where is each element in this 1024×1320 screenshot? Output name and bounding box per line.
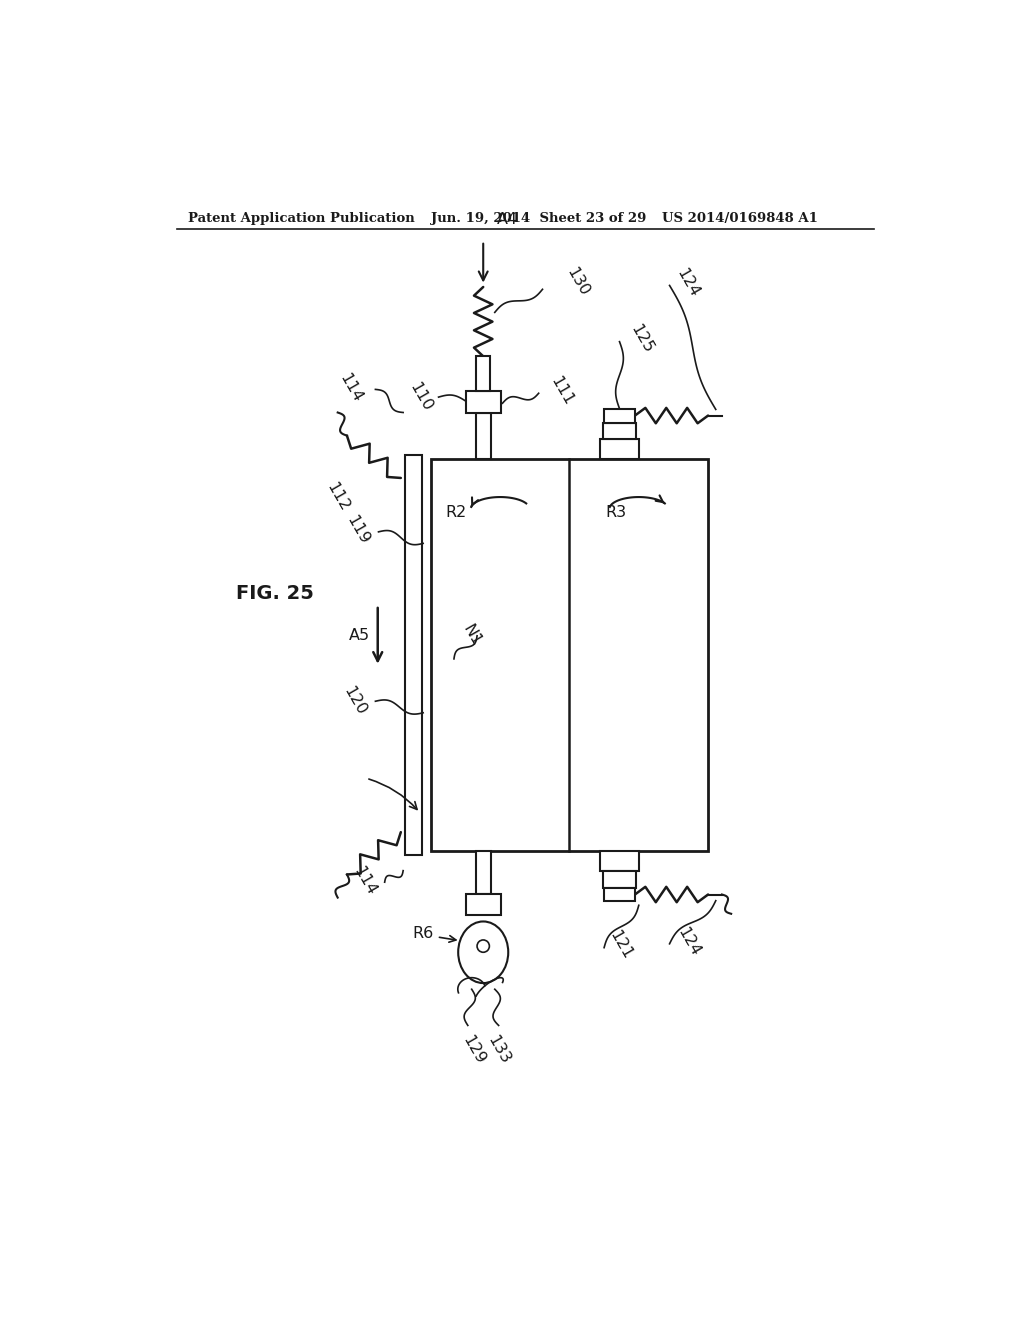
Text: N1: N1 xyxy=(460,622,483,649)
Bar xyxy=(404,455,422,855)
Text: Jun. 19, 2014  Sheet 23 of 29: Jun. 19, 2014 Sheet 23 of 29 xyxy=(431,213,646,224)
Text: 125: 125 xyxy=(628,322,655,356)
Text: 114: 114 xyxy=(350,863,379,898)
Text: 110: 110 xyxy=(407,380,435,414)
Text: R6: R6 xyxy=(413,925,433,941)
Text: 121: 121 xyxy=(606,928,635,962)
Bar xyxy=(476,356,490,391)
Bar xyxy=(475,412,490,459)
Bar xyxy=(600,851,639,871)
Text: US 2014/0169848 A1: US 2014/0169848 A1 xyxy=(662,213,818,224)
Text: 124: 124 xyxy=(674,267,701,300)
Text: 133: 133 xyxy=(484,1034,513,1067)
Bar xyxy=(602,871,637,887)
Text: 130: 130 xyxy=(563,265,592,298)
Bar xyxy=(431,459,708,851)
Text: A5: A5 xyxy=(349,628,370,643)
Text: 111: 111 xyxy=(548,374,577,408)
Text: R3: R3 xyxy=(605,506,627,520)
Text: 120: 120 xyxy=(341,684,370,718)
Text: 129: 129 xyxy=(460,1034,488,1067)
Text: 114: 114 xyxy=(337,371,366,405)
Text: 124: 124 xyxy=(674,925,702,960)
Text: Patent Application Publication: Patent Application Publication xyxy=(188,213,415,224)
Bar xyxy=(600,440,639,459)
Bar xyxy=(602,422,637,440)
Text: FIG. 25: FIG. 25 xyxy=(237,583,314,603)
Bar xyxy=(466,391,501,412)
Bar xyxy=(475,851,490,894)
Text: 112: 112 xyxy=(324,480,352,515)
Text: A4: A4 xyxy=(498,213,518,227)
Bar xyxy=(604,887,635,902)
Text: R2: R2 xyxy=(445,506,467,520)
Ellipse shape xyxy=(458,921,508,983)
Bar xyxy=(604,409,635,422)
Bar xyxy=(466,894,501,915)
Text: 119: 119 xyxy=(343,513,372,548)
